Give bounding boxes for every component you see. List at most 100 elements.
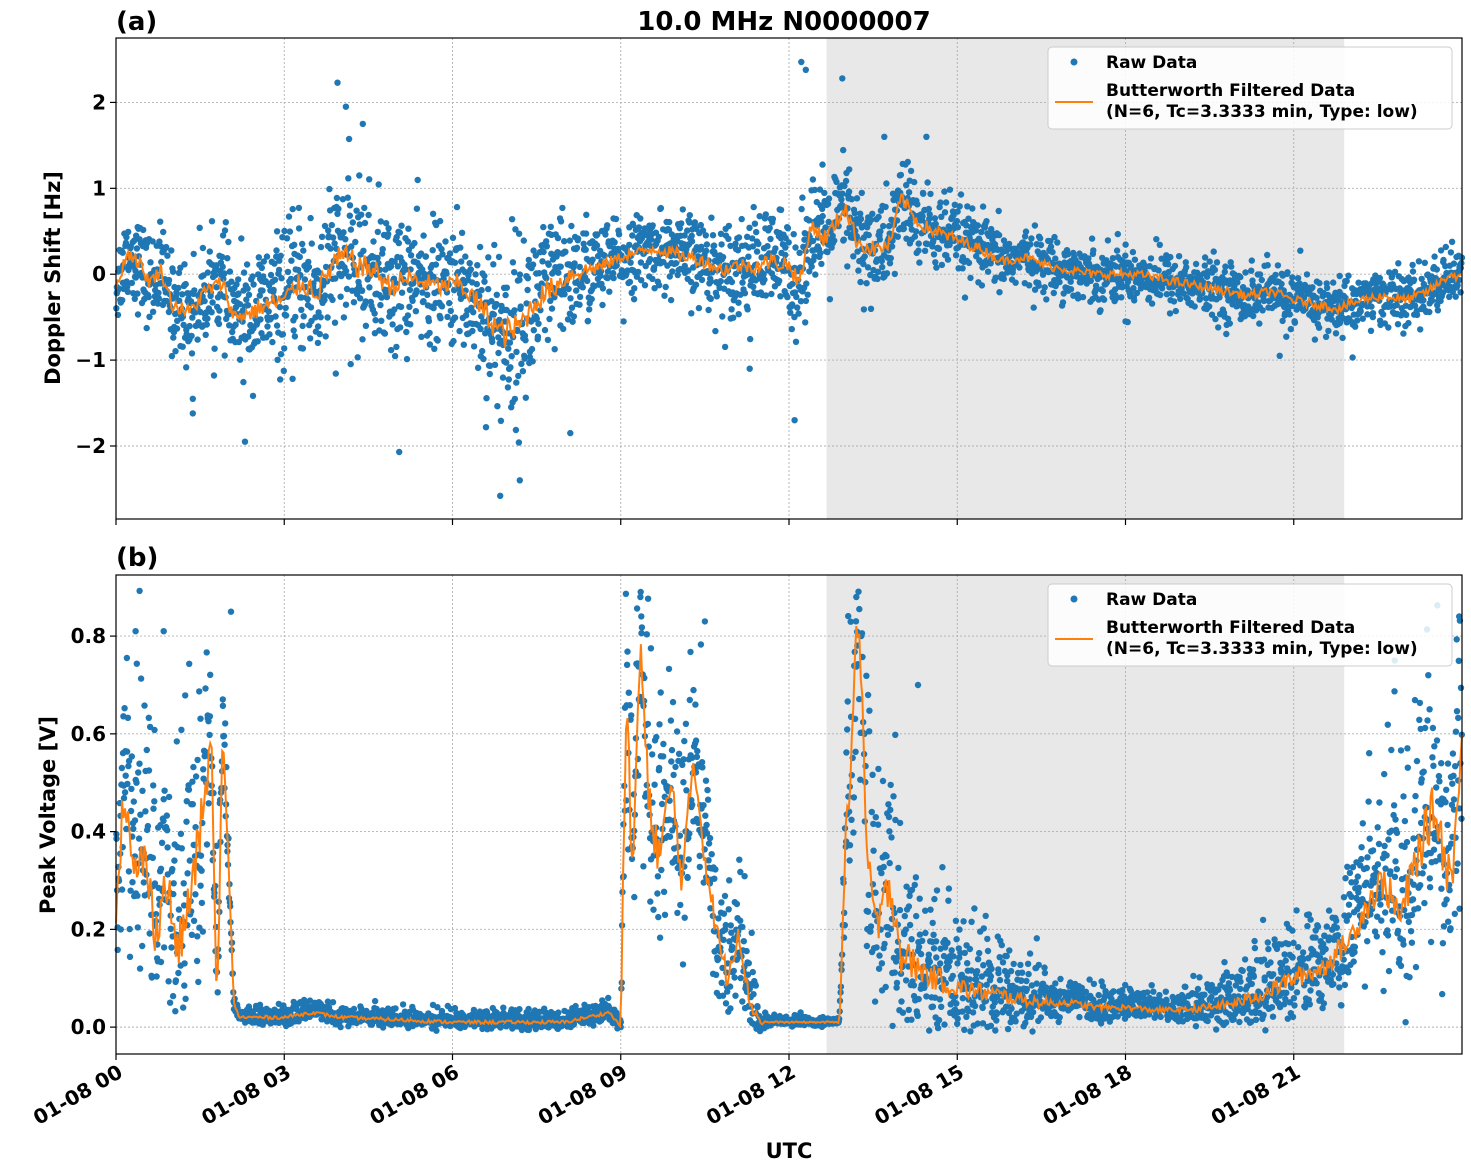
- panel-a: (a) 210−1−2 Doppler Shift [Hz] Raw Data …: [41, 7, 1466, 525]
- raw-data-point: [197, 715, 204, 722]
- raw-data-point: [371, 997, 379, 1005]
- raw-data-point: [1216, 294, 1223, 301]
- raw-data-point: [301, 276, 309, 283]
- raw-data-point: [135, 835, 143, 842]
- panel-a-ytick-label: 0: [92, 262, 106, 286]
- raw-data-point: [169, 992, 177, 1000]
- raw-data-point: [761, 276, 768, 283]
- raw-data-point: [710, 242, 718, 249]
- raw-data-point: [809, 237, 817, 245]
- raw-data-point: [156, 238, 163, 245]
- raw-data-point: [656, 764, 663, 772]
- raw-data-point: [651, 781, 658, 788]
- raw-data-point: [824, 200, 832, 208]
- raw-data-point: [1206, 258, 1213, 265]
- raw-data-point: [1130, 285, 1137, 292]
- raw-data-point: [1166, 310, 1174, 317]
- raw-data-point: [404, 238, 412, 245]
- raw-data-point: [880, 222, 887, 230]
- raw-data-point: [126, 925, 133, 933]
- raw-data-point: [314, 323, 322, 330]
- raw-data-point: [891, 270, 898, 278]
- raw-data-point: [258, 264, 265, 271]
- raw-data-point: [1283, 333, 1290, 340]
- raw-data-point: [181, 982, 188, 989]
- raw-data-outlier: [189, 395, 196, 402]
- raw-data-point: [681, 737, 688, 745]
- raw-data-point: [307, 335, 314, 342]
- raw-data-point: [1049, 248, 1056, 256]
- raw-data-point: [434, 337, 441, 344]
- raw-data-point: [969, 205, 976, 212]
- raw-data-point: [295, 204, 303, 212]
- raw-data-point: [300, 313, 307, 320]
- raw-data-point: [747, 335, 754, 343]
- raw-data-point: [784, 293, 791, 301]
- raw-data-point: [398, 289, 406, 296]
- raw-data-point: [686, 212, 693, 219]
- raw-data-point: [182, 692, 189, 699]
- raw-data-point: [1248, 257, 1256, 264]
- raw-data-point: [203, 321, 210, 328]
- raw-data-point: [719, 253, 727, 261]
- raw-data-point: [1160, 280, 1167, 287]
- panel-a-ylabel: Doppler Shift [Hz]: [41, 171, 65, 385]
- raw-data-point: [121, 705, 128, 712]
- raw-data-point: [844, 263, 851, 270]
- raw-data-point: [515, 372, 522, 380]
- raw-data-point: [644, 595, 652, 602]
- raw-data-point: [170, 334, 177, 341]
- raw-data-point: [1325, 327, 1332, 335]
- raw-data-point: [651, 285, 658, 292]
- raw-data-point: [567, 295, 574, 302]
- raw-data-point: [202, 749, 209, 756]
- raw-data-point: [377, 301, 384, 309]
- raw-data-point: [171, 857, 178, 864]
- raw-data-point: [1450, 260, 1458, 267]
- raw-data-point: [524, 275, 532, 282]
- raw-data-point: [894, 233, 901, 240]
- raw-data-point: [557, 218, 565, 225]
- raw-data-point: [152, 911, 160, 918]
- raw-data-point: [346, 212, 353, 219]
- raw-data-point: [582, 230, 590, 237]
- raw-data-point: [191, 287, 198, 294]
- raw-data-point: [688, 238, 696, 245]
- raw-data-point: [335, 205, 342, 212]
- raw-data-point: [932, 259, 939, 266]
- raw-data-point: [930, 251, 938, 258]
- raw-data-point: [281, 227, 288, 235]
- raw-data-point: [725, 222, 733, 230]
- raw-data-point: [685, 267, 692, 274]
- raw-data-point: [1248, 267, 1255, 274]
- raw-data-point: [318, 233, 326, 240]
- raw-data-point: [164, 827, 171, 834]
- raw-data-point: [420, 298, 427, 305]
- raw-data-point: [574, 235, 582, 242]
- raw-data-point: [712, 327, 719, 335]
- panel-a-raw-data-scatter: [113, 58, 1466, 499]
- raw-data-point: [328, 221, 335, 229]
- raw-data-point: [703, 821, 710, 829]
- raw-data-point: [611, 239, 618, 246]
- raw-data-point: [743, 947, 750, 955]
- raw-data-point: [665, 226, 673, 234]
- raw-data-point: [403, 355, 411, 363]
- raw-data-point: [299, 345, 307, 352]
- raw-data-point: [1395, 260, 1402, 267]
- raw-data-point: [1167, 253, 1174, 261]
- raw-data-point: [151, 880, 159, 887]
- raw-data-point: [737, 974, 744, 982]
- raw-data-point: [232, 321, 239, 328]
- raw-data-point: [1212, 315, 1219, 323]
- raw-data-point: [1148, 300, 1156, 307]
- raw-data-point: [462, 312, 470, 319]
- raw-data-point: [127, 887, 134, 894]
- raw-data-point: [1391, 268, 1399, 275]
- raw-data-point: [654, 890, 661, 897]
- raw-data-point: [257, 316, 264, 323]
- raw-data-point: [160, 796, 167, 803]
- raw-data-point: [978, 228, 985, 236]
- raw-data-point: [154, 300, 162, 307]
- raw-data-point: [387, 263, 395, 270]
